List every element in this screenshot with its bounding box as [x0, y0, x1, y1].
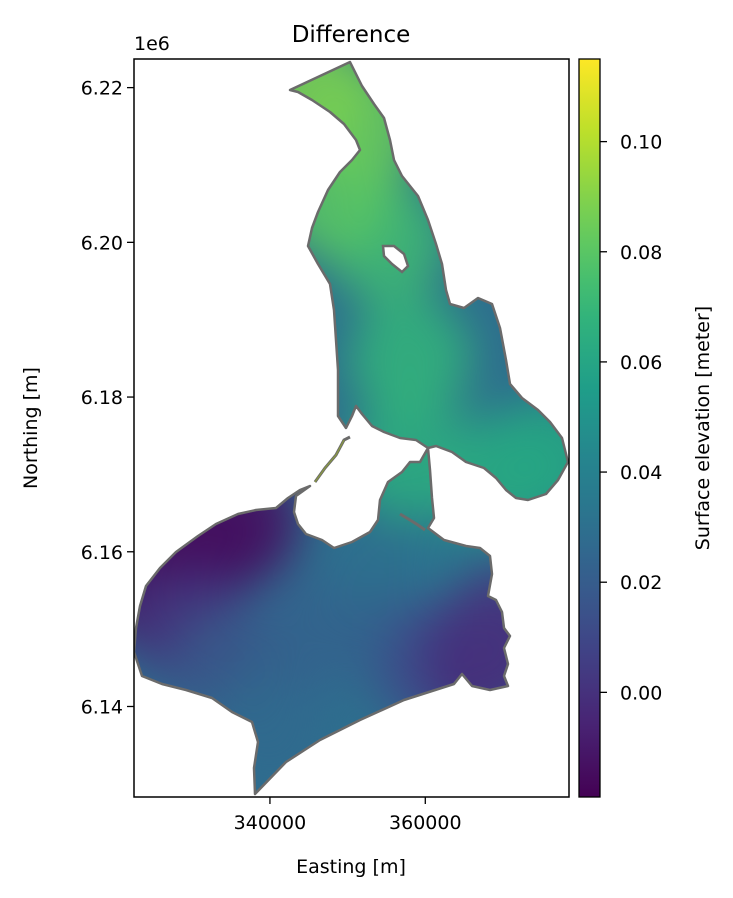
island-hole-north [381, 244, 410, 274]
colorbar-ticks: 0.00 0.02 0.04 0.06 0.08 0.10 [600, 132, 662, 704]
y-axis-label: Northing [m] [20, 367, 42, 489]
x-axis-label: Easting [m] [296, 856, 406, 878]
y-tick-label: 6.16 [81, 542, 123, 564]
field-sample [347, 296, 472, 421]
x-axis: 340000 360000 [234, 797, 462, 834]
colorbar-tick-label: 0.08 [620, 242, 662, 264]
chart-title: Difference [292, 22, 411, 48]
colorbar: 0.00 0.02 0.04 0.06 0.08 0.10 Surface elevati… [578, 58, 714, 798]
y-tick-label: 6.14 [81, 696, 123, 718]
colorbar-tick-label: 0.00 [620, 682, 662, 704]
x-tick-label: 360000 [389, 812, 462, 834]
domain-outline [134, 60, 569, 796]
y-tick-label: 6.20 [81, 232, 123, 254]
spit-feature-west-fill [314, 439, 345, 483]
field-sample [487, 396, 568, 521]
colorbar-label: Surface elevation [meter] [692, 306, 714, 550]
colorbar-tick-label: 0.02 [620, 572, 662, 594]
y-offset-label: 1e6 [134, 33, 170, 55]
field-sample [441, 567, 565, 692]
colorbar-tick-label: 0.04 [620, 462, 662, 484]
y-axis: 6.14 6.16 6.18 6.20 6.22 [81, 78, 134, 718]
y-tick-label: 6.18 [81, 387, 123, 409]
colorbar-tick-label: 0.06 [620, 352, 662, 374]
plot-frame [133, 58, 570, 798]
plot-area [134, 60, 569, 796]
colorbar-tick-label: 0.10 [620, 132, 662, 154]
y-tick-label: 6.22 [81, 78, 123, 100]
x-tick-label: 340000 [234, 812, 307, 834]
heatmap-field [134, 62, 568, 794]
spit-feature-east [399, 512, 426, 532]
field-sample [176, 458, 301, 583]
colorbar-bar [578, 58, 601, 798]
